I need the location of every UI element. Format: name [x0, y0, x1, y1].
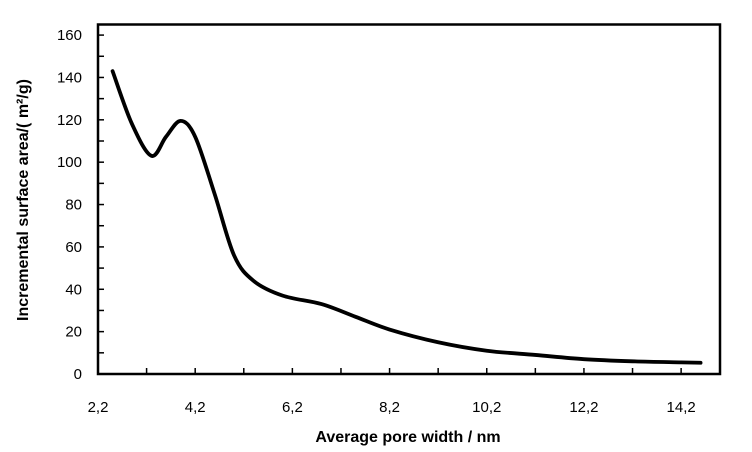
y-tick-label: 160: [57, 27, 82, 44]
y-tick-label: 140: [57, 69, 82, 86]
plot-frame: [96, 23, 722, 376]
y-tick-label: 40: [65, 281, 82, 298]
y-axis-title: Incremental surface area/( m²/g): [15, 79, 32, 321]
series-line: [110, 69, 703, 365]
x-tick-label: 14,2: [667, 399, 696, 416]
y-tick-label: 120: [57, 112, 82, 129]
y-tick-label: 100: [57, 154, 82, 171]
x-tick-label: 8,2: [379, 399, 400, 416]
y-tick-label: 0: [74, 366, 82, 383]
plot-area: 2,2 4,2 6,2 8,2 10,2 12,2 14,2 0 20 40 60 80 100 120 1…: [57, 23, 722, 416]
y-tick-label: 80: [65, 197, 82, 214]
y-tick-label: 60: [65, 239, 82, 256]
x-tick-label: 10,2: [472, 399, 501, 416]
x-tick-label: 4,2: [185, 399, 206, 416]
x-tick-label: 12,2: [569, 399, 598, 416]
y-tick-label: 20: [65, 324, 82, 341]
x-tick-label: 2,2: [88, 399, 109, 416]
x-tick-label: 6,2: [282, 399, 303, 416]
x-axis-title: Average pore width / nm: [315, 429, 500, 446]
